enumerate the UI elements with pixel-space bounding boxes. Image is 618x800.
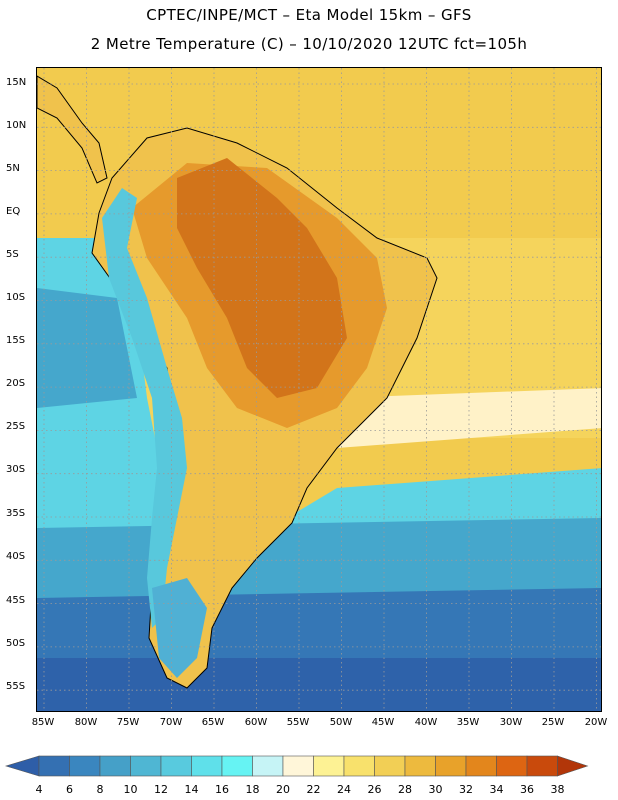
colorbar-label: 26 bbox=[367, 783, 382, 796]
colorbar-label: 10 bbox=[123, 783, 138, 796]
colorbar-arrow-high bbox=[557, 755, 589, 777]
colorbar-label: 6 bbox=[66, 783, 73, 796]
pacific-cool bbox=[37, 288, 137, 408]
colorbar-swatch bbox=[99, 755, 131, 777]
colorbar-label: 36 bbox=[520, 783, 534, 796]
colorbar-label: 20 bbox=[276, 783, 290, 796]
ocean-cold-south bbox=[37, 588, 601, 668]
lat-label-50s: 50S bbox=[6, 638, 26, 649]
lat-label-5n: 5N bbox=[6, 163, 20, 174]
lon-label-85w: 85W bbox=[31, 717, 55, 728]
colorbar-label: 30 bbox=[428, 783, 443, 796]
colorbar-swatch bbox=[191, 755, 223, 777]
lat-label-15s: 15S bbox=[6, 335, 26, 346]
lat-label-20s: 20S bbox=[6, 378, 26, 389]
colorbar-swatch bbox=[160, 755, 192, 777]
lon-label-70w: 70W bbox=[159, 717, 183, 728]
lon-label-25w: 25W bbox=[541, 717, 565, 728]
lat-label-25s: 25S bbox=[6, 421, 26, 432]
colorbar-label: 18 bbox=[245, 783, 260, 796]
lon-label-35w: 35W bbox=[456, 717, 480, 728]
andes-cold-strip bbox=[102, 188, 187, 628]
colorbar-label: 14 bbox=[184, 783, 199, 796]
colorbar-swatch bbox=[404, 755, 436, 777]
colorbar-swatch bbox=[374, 755, 406, 777]
colorbar-label: 24 bbox=[337, 783, 351, 796]
lon-label-20w: 20W bbox=[584, 717, 608, 728]
colorbar-swatch bbox=[526, 755, 558, 777]
colorbar-swatch bbox=[313, 755, 345, 777]
colorbar-swatch bbox=[435, 755, 467, 777]
lon-label-80w: 80W bbox=[74, 717, 98, 728]
colorbar-swatch bbox=[343, 755, 375, 777]
colorbar-label: 38 bbox=[550, 783, 565, 796]
colorbar-swatch bbox=[221, 755, 253, 777]
colorbar-swatch bbox=[130, 755, 162, 777]
ocean-pale-band bbox=[337, 388, 601, 448]
colorbar-label: 12 bbox=[154, 783, 168, 796]
lat-label-55s: 55S bbox=[6, 681, 26, 692]
lat-label-10n: 10N bbox=[6, 120, 27, 131]
colorbar-label: 8 bbox=[96, 783, 104, 796]
lat-label-35s: 35S bbox=[6, 508, 26, 519]
lon-label-60w: 60W bbox=[244, 717, 268, 728]
lat-label-15n: 15N bbox=[6, 77, 27, 88]
interior-hot-zone bbox=[177, 158, 347, 398]
temperature-colorbar bbox=[4, 755, 589, 777]
colorbar-swatch bbox=[282, 755, 314, 777]
lat-label-5s: 5S bbox=[6, 249, 19, 260]
patagonia-cool-zone bbox=[152, 578, 207, 678]
colorbar-swatch bbox=[496, 755, 528, 777]
lon-label-50w: 50W bbox=[329, 717, 353, 728]
colorbar-swatch bbox=[69, 755, 101, 777]
lat-label-40s: 40S bbox=[6, 551, 26, 562]
colorbar-label: 28 bbox=[398, 783, 412, 796]
lat-label-eq: EQ bbox=[6, 206, 21, 217]
lon-label-40w: 40W bbox=[414, 717, 438, 728]
lat-label-10s: 10S bbox=[6, 292, 26, 303]
colorbar-label: 16 bbox=[215, 783, 229, 796]
lon-label-30w: 30W bbox=[499, 717, 523, 728]
colorbar-label: 22 bbox=[306, 783, 321, 796]
colorbar-label: 32 bbox=[459, 783, 473, 796]
lat-label-30s: 30S bbox=[6, 464, 26, 475]
central-america bbox=[37, 75, 108, 184]
map-title: CPTEC/INPE/MCT – Eta Model 15km – GFS bbox=[146, 6, 472, 24]
colorbar-label: 4 bbox=[35, 783, 43, 796]
lat-label-45s: 45S bbox=[6, 595, 26, 606]
colorbar-swatch bbox=[252, 755, 284, 777]
map-subtitle: 2 Metre Temperature (C) – 10/10/2020 12U… bbox=[90, 35, 528, 53]
lon-label-65w: 65W bbox=[201, 717, 225, 728]
lon-label-75w: 75W bbox=[116, 717, 140, 728]
map-frame bbox=[36, 67, 602, 712]
lon-label-55w: 55W bbox=[286, 717, 310, 728]
colorbar-swatch bbox=[465, 755, 497, 777]
colorbar-arrow-low bbox=[4, 755, 40, 777]
lon-label-45w: 45W bbox=[371, 717, 395, 728]
colorbar-label: 34 bbox=[489, 783, 504, 796]
temperature-map bbox=[37, 68, 601, 711]
colorbar-swatch bbox=[38, 755, 70, 777]
ocean-deep-south bbox=[37, 658, 601, 711]
